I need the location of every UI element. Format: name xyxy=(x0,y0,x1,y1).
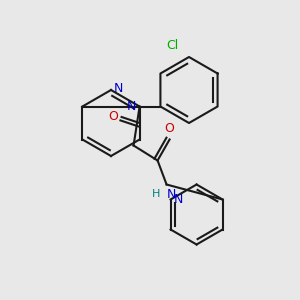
Text: H: H xyxy=(152,189,160,199)
Text: N: N xyxy=(167,188,176,200)
Text: O: O xyxy=(165,122,175,135)
Text: N: N xyxy=(174,193,183,206)
Text: N: N xyxy=(127,100,136,113)
Text: N: N xyxy=(114,82,123,95)
Text: O: O xyxy=(109,110,118,124)
Text: Cl: Cl xyxy=(167,39,178,52)
